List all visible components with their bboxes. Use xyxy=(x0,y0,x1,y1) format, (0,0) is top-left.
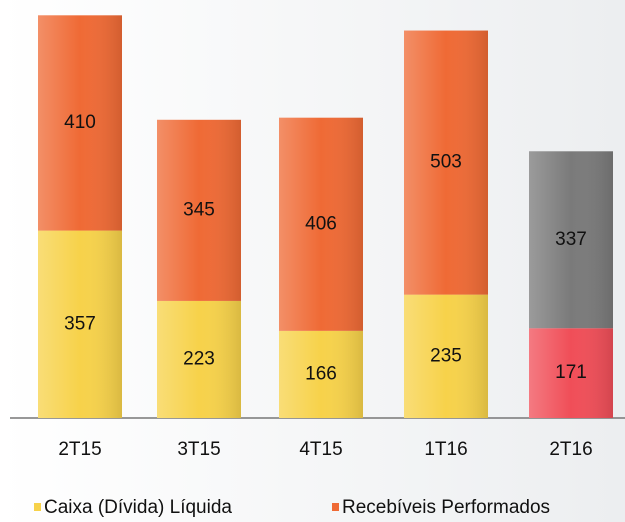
legend-label: Recebíveis Performados xyxy=(342,497,550,518)
data-label: 357 xyxy=(64,313,96,334)
data-label: 166 xyxy=(305,363,337,384)
legend-label: Caixa (Dívida) Líquida xyxy=(44,497,232,518)
bar-shine xyxy=(38,15,122,231)
data-label: 337 xyxy=(555,229,587,250)
data-label: 223 xyxy=(183,348,215,369)
legend-swatch xyxy=(34,503,41,511)
x-tick-label: 1T16 xyxy=(424,439,467,460)
bar-shine xyxy=(404,294,488,418)
x-tick-label: 3T15 xyxy=(177,439,220,460)
data-label: 503 xyxy=(430,152,462,173)
data-label: 171 xyxy=(555,362,587,383)
bar-shine xyxy=(38,230,122,418)
x-tick-label: 4T15 xyxy=(299,439,342,460)
x-tick-label: 2T16 xyxy=(549,439,592,460)
bar-shine xyxy=(404,30,488,295)
bar-shine xyxy=(279,117,363,331)
bar-shine xyxy=(529,328,613,418)
data-label: 235 xyxy=(430,345,462,366)
data-label: 406 xyxy=(305,213,337,234)
bar-shine xyxy=(279,330,363,418)
bar-shine xyxy=(157,119,241,301)
data-label: 345 xyxy=(183,199,215,220)
x-tick-label: 2T15 xyxy=(58,439,101,460)
bar-shine xyxy=(529,151,613,329)
bar-shine xyxy=(157,300,241,418)
data-label: 410 xyxy=(64,112,96,133)
legend-swatch xyxy=(332,503,339,511)
